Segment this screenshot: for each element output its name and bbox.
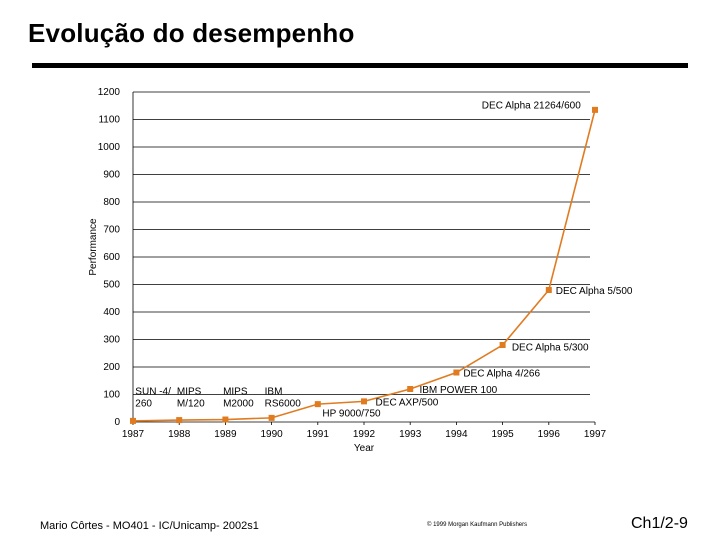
y-tick-label: 300 [103,335,120,346]
x-tick-label: 1997 [584,429,607,440]
y-tick-label: 900 [103,170,120,181]
y-tick-label: 200 [103,362,120,373]
data-point [407,386,414,392]
point-annotation: DEC Alpha 21264/600 [482,101,581,112]
y-tick-label: 1200 [98,87,121,98]
y-tick-label: 500 [103,280,120,291]
data-point [592,106,598,113]
y-tick-label: 600 [103,252,120,263]
data-point [545,287,552,293]
data-point [176,417,183,424]
x-tick-label: 1992 [353,429,376,440]
data-point [130,417,136,424]
data-point [222,416,229,423]
point-annotation: DEC AXP/500 [376,398,439,409]
point-annotation: IBM POWER 100 [419,385,497,396]
y-tick-label: 800 [103,197,120,208]
point-annotation: IBM RS6000 [265,387,302,410]
data-point [361,398,367,405]
y-tick-label: 0 [114,417,120,428]
data-point [268,414,275,421]
footer-copyright: © 1999 Morgan Kaufmann Publishers [427,522,528,528]
x-tick-label: 1988 [168,429,191,440]
data-point [453,369,460,376]
x-tick-label: 1987 [122,429,145,440]
x-tick-label: 1994 [445,429,468,440]
point-annotation: SUN -4/260 [135,387,171,410]
point-annotation: HP 9000/750 [322,409,381,420]
point-annotation: DEC Alpha 5/300 [512,343,589,354]
y-tick-label: 1000 [98,142,121,153]
y-axis-label: Performance [88,218,99,276]
slide-number: Ch1/2-9 [631,515,688,532]
y-tick-label: 700 [103,225,120,236]
y-tick-label: 100 [103,390,120,401]
x-tick-label: 1991 [307,429,330,440]
x-axis-label: Year [354,443,375,454]
point-annotation: DEC Alpha 4/266 [463,369,540,380]
slide-title: Evolução do desempenho [28,18,355,48]
x-tick-label: 1995 [491,429,514,440]
data-point [499,342,506,348]
data-point [314,401,321,408]
footer-author: Mario Côrtes - MO401 - IC/Unicamp- 2002s… [40,520,259,532]
y-tick-label: 400 [103,307,120,318]
point-annotation: MIPS M2000 [223,387,254,410]
x-tick-label: 1996 [538,429,561,440]
x-tick-label: 1989 [214,429,237,440]
y-tick-label: 1100 [98,115,120,126]
x-tick-label: 1993 [399,429,422,440]
point-annotation: MIPS M/120 [177,387,205,410]
title-rule [32,63,688,68]
point-annotation: DEC Alpha 5/500 [556,286,633,297]
x-tick-label: 1990 [260,429,283,440]
